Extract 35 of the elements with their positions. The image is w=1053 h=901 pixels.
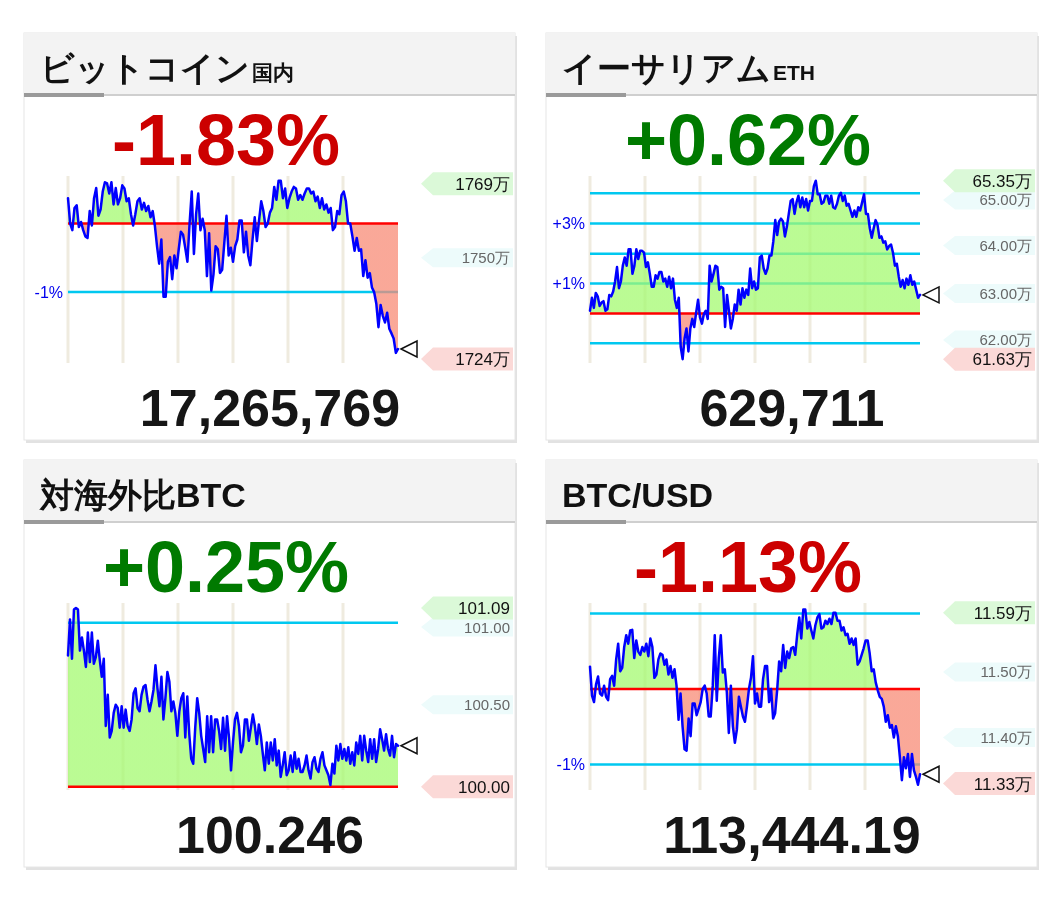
text: 113,444.19 xyxy=(663,806,921,864)
y-tick-label: 11.50万 xyxy=(980,663,1032,681)
y-tick-label: 63.00万 xyxy=(979,284,1032,302)
chart-subtitle: 国内 xyxy=(252,61,294,84)
text: 17,265,769 xyxy=(139,379,401,437)
y-tick-label: 11.59万 xyxy=(973,603,1032,623)
y-tick-label: 1750万 xyxy=(461,249,510,267)
y-tick-label: 61.63万 xyxy=(972,350,1032,370)
text: -1% xyxy=(556,756,585,774)
annotation: +0.62% xyxy=(624,100,872,180)
text: +1% xyxy=(552,275,585,293)
text: +3% xyxy=(552,215,585,233)
annotation: -1.83% xyxy=(111,100,341,180)
text: -1% xyxy=(34,283,63,301)
y-tick-label: 100.50 xyxy=(464,696,510,714)
annotation: -1.13% xyxy=(633,527,863,607)
y-tick-label: 65.00万 xyxy=(979,191,1032,209)
y-tick-label: 100.00 xyxy=(458,777,510,797)
y-tick-label: 65.35万 xyxy=(972,171,1032,191)
y-tick-label: 11.33万 xyxy=(973,774,1032,794)
annotation: +0.25% xyxy=(102,527,350,607)
y-tick-label: 101.00 xyxy=(464,618,510,636)
y-tick-label: 1724万 xyxy=(455,350,510,370)
chart-subtitle: ETH xyxy=(773,61,815,84)
text: 100.246 xyxy=(176,806,364,864)
y-tick-label: 11.40万 xyxy=(980,728,1032,746)
chart-title: イーサリアム xyxy=(562,49,771,87)
chart-title: ビットコイン xyxy=(40,49,250,87)
y-tick-label: 64.00万 xyxy=(979,236,1032,254)
y-tick-label: 1769万 xyxy=(455,174,510,194)
chart-title: 対海外比BTC xyxy=(39,476,246,514)
chart-title: BTC/USD xyxy=(562,476,714,514)
text: 629,711 xyxy=(699,379,885,437)
y-tick-label: 62.00万 xyxy=(979,331,1032,349)
y-tick-label: 101.09 xyxy=(458,599,510,619)
